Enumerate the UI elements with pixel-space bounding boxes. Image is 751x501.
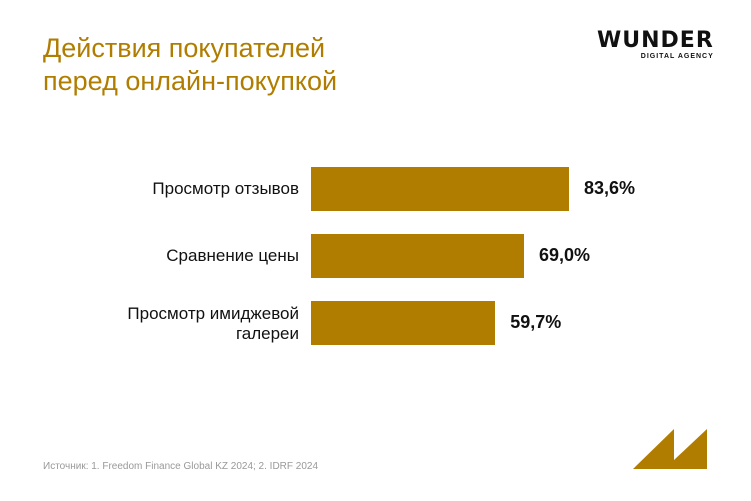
title-line-2: перед онлайн-покупкой [43,66,338,96]
logo-main: WUNDER [597,28,714,53]
data-label: 83,6% [584,178,636,198]
category-label: Сравнение цены [166,246,299,265]
chart-title: Действия покупателей перед онлайн-покупк… [43,32,337,98]
data-label: 59,7% [510,312,562,332]
title-line-1: Действия покупателей [43,33,326,63]
bar [311,234,524,278]
category-label: Просмотр отзывов [152,179,299,198]
logo-sub: DIGITAL AGENCY [640,53,714,60]
source-note: Источник: 1. Freedom Finance Global KZ 2… [43,461,319,472]
bar [311,301,496,345]
category-label: Просмотр имиджевой галереи [127,304,299,343]
data-label: 69,0% [538,245,590,265]
bar [311,167,569,211]
wunder-logo: WUNDER DIGITAL AGENCY [597,28,714,61]
